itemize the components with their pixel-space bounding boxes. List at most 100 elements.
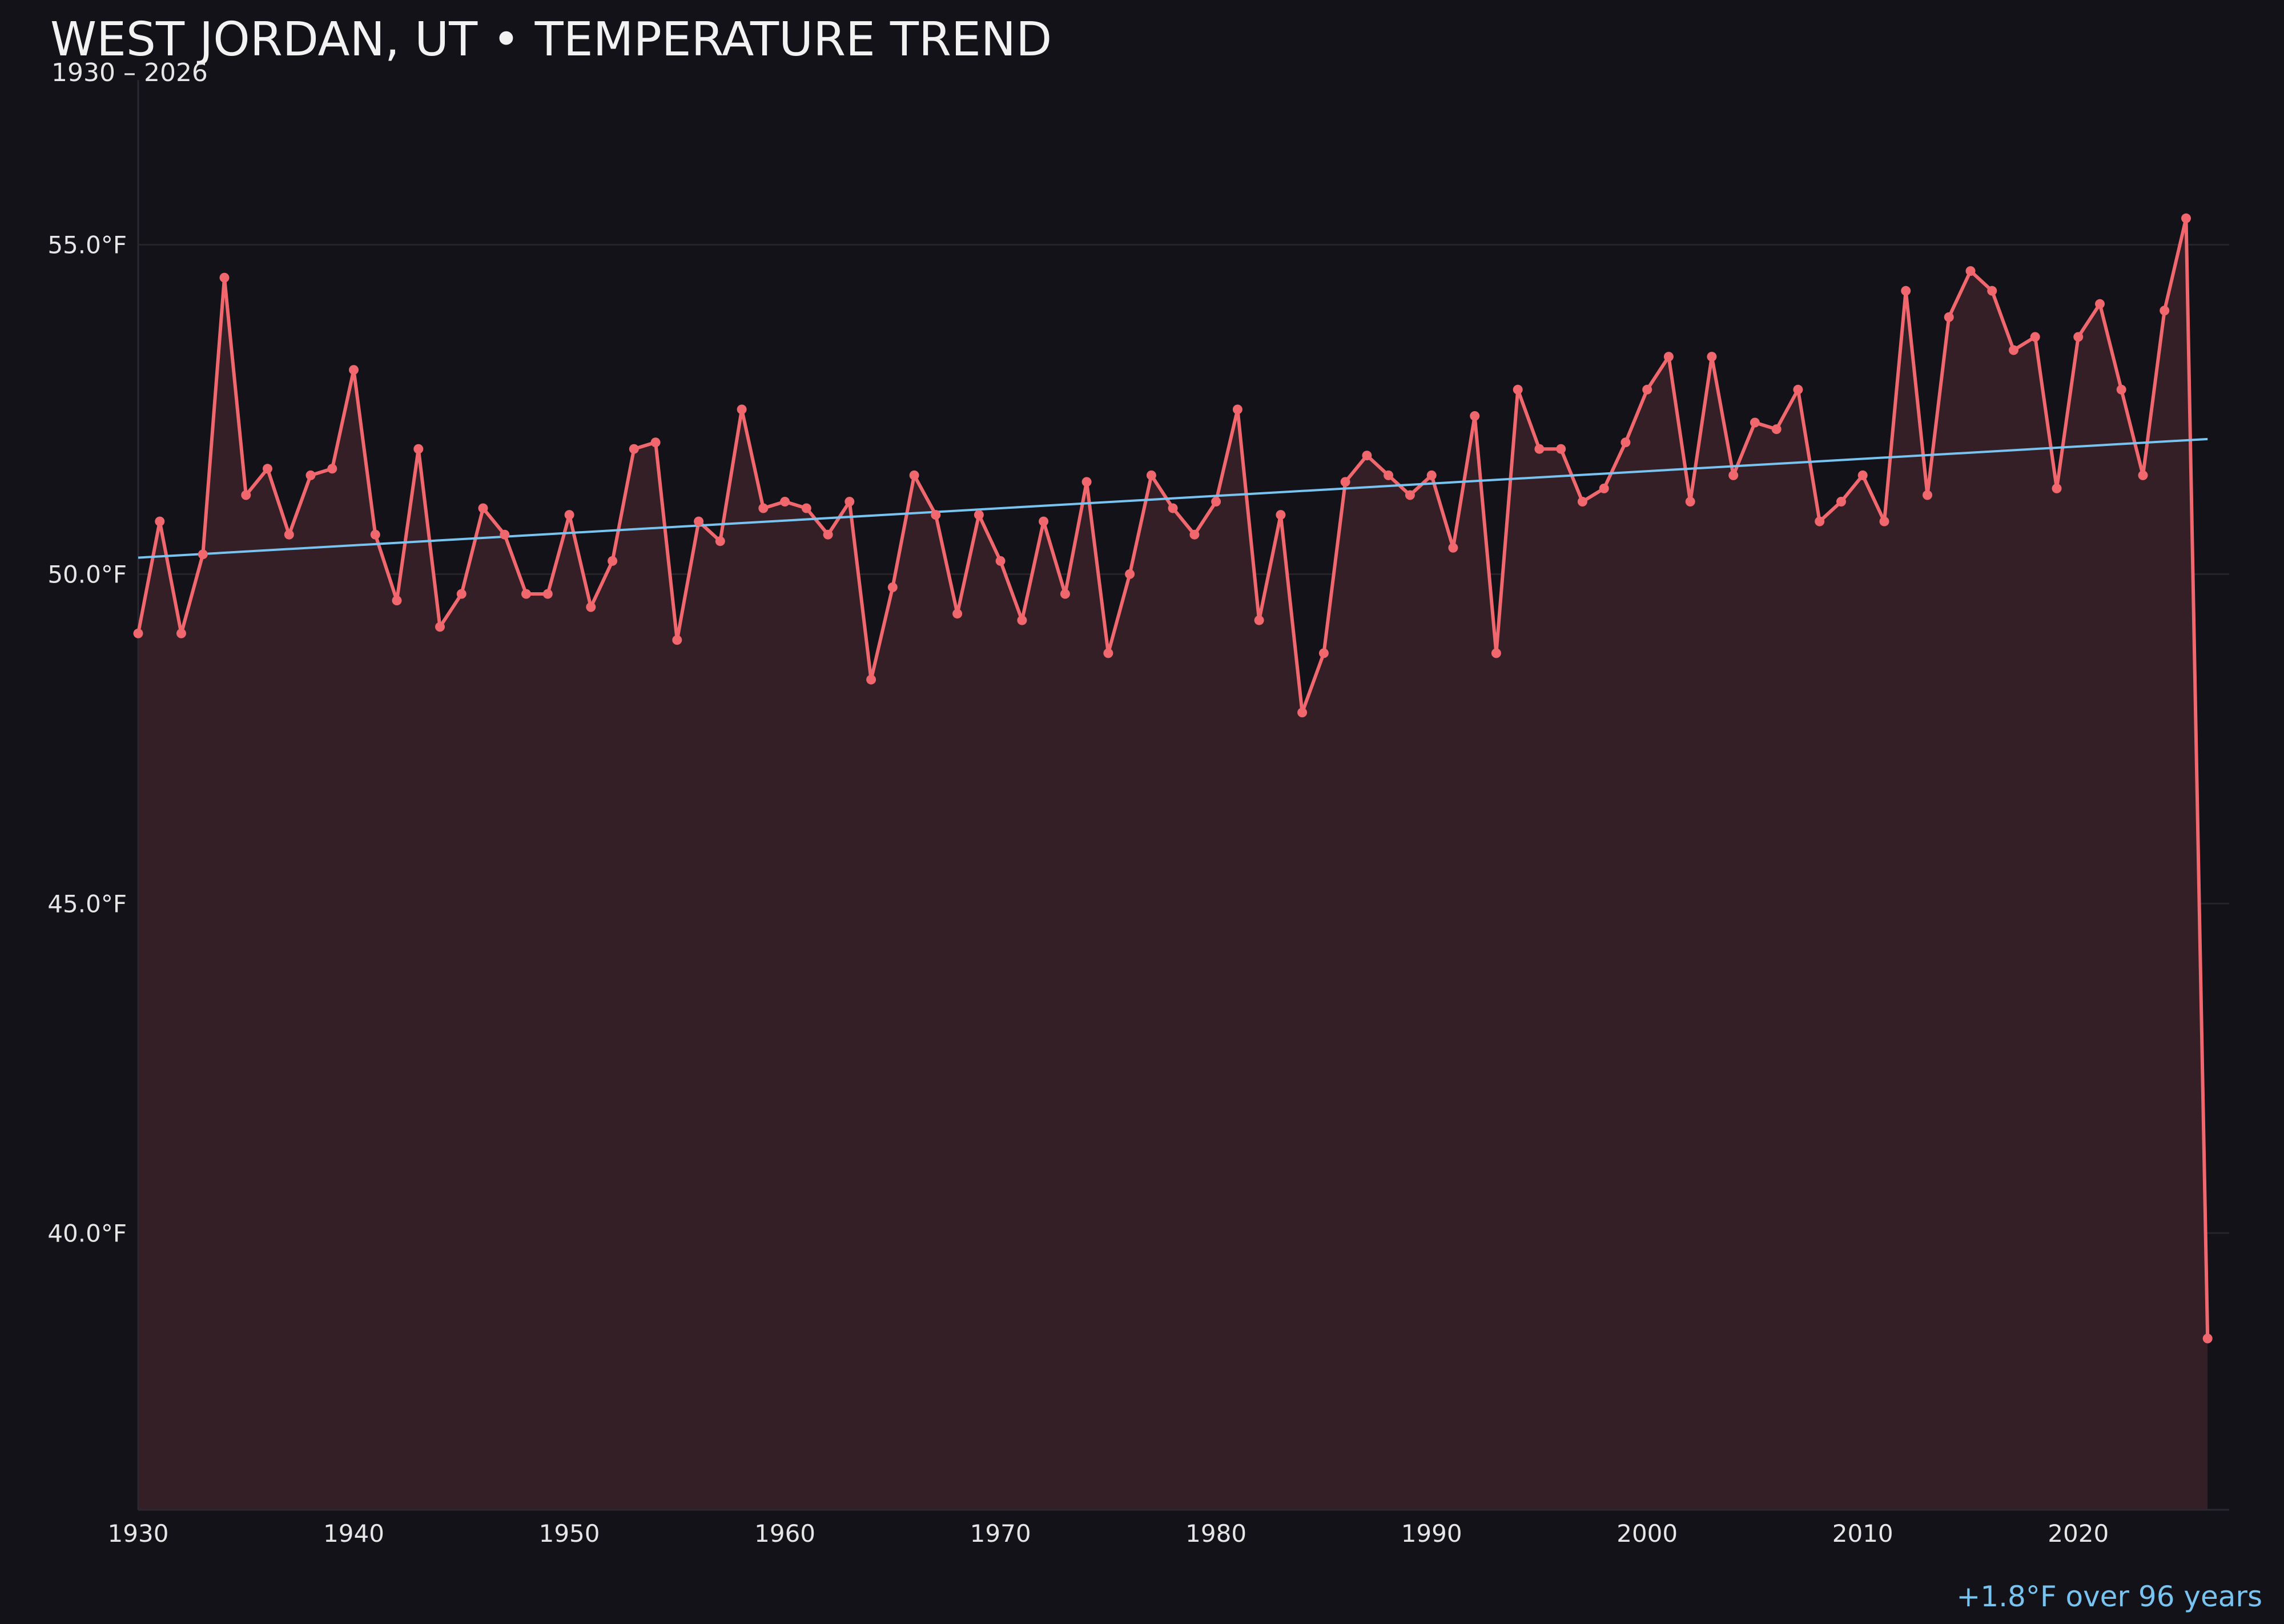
data-point bbox=[1534, 444, 1545, 454]
data-point bbox=[1405, 490, 1415, 500]
data-point bbox=[608, 556, 618, 566]
y-tick-label: 40.0°F bbox=[47, 1219, 127, 1247]
data-point bbox=[995, 556, 1006, 566]
data-point bbox=[1642, 384, 1652, 395]
data-point bbox=[284, 529, 294, 540]
data-point bbox=[931, 510, 941, 520]
data-point bbox=[2202, 1333, 2213, 1344]
data-point bbox=[219, 272, 230, 283]
data-point bbox=[866, 674, 876, 685]
data-point bbox=[1039, 516, 1049, 526]
data-point bbox=[952, 609, 963, 619]
y-tick-label: 55.0°F bbox=[47, 231, 127, 259]
data-point bbox=[1685, 497, 1695, 507]
data-point bbox=[521, 589, 531, 599]
data-point bbox=[1254, 615, 1264, 625]
data-point bbox=[176, 628, 186, 638]
data-point bbox=[1362, 451, 1372, 461]
data-point bbox=[241, 490, 251, 500]
data-point bbox=[542, 589, 553, 599]
chart-title: WEST JORDAN, UT • TEMPERATURE TREND bbox=[50, 13, 1052, 67]
data-point bbox=[909, 470, 919, 480]
data-point bbox=[2073, 332, 2084, 342]
area-fill bbox=[138, 218, 2208, 1510]
data-point bbox=[1965, 266, 1976, 276]
data-point bbox=[500, 529, 510, 540]
data-point bbox=[327, 464, 337, 474]
data-point bbox=[413, 444, 424, 454]
data-point bbox=[155, 516, 165, 526]
data-point bbox=[1081, 477, 1092, 487]
data-point bbox=[845, 497, 855, 507]
x-tick-label: 1990 bbox=[1401, 1520, 1462, 1547]
x-tick-label: 1950 bbox=[539, 1520, 600, 1547]
x-tick-label: 1980 bbox=[1185, 1520, 1246, 1547]
data-point bbox=[1103, 648, 1113, 658]
data-point bbox=[1987, 286, 1997, 296]
data-point bbox=[1340, 477, 1350, 487]
x-tick-label: 1970 bbox=[970, 1520, 1031, 1547]
x-tick-label: 2020 bbox=[2048, 1520, 2109, 1547]
data-point bbox=[780, 497, 790, 507]
data-point bbox=[2138, 470, 2148, 480]
x-tick-label: 1960 bbox=[754, 1520, 815, 1547]
data-point bbox=[2160, 305, 2170, 316]
data-point bbox=[2181, 213, 2191, 223]
data-point bbox=[2116, 384, 2126, 395]
data-point bbox=[823, 529, 833, 540]
data-point bbox=[1448, 542, 1458, 553]
data-point bbox=[478, 503, 488, 513]
trend-annotation: +1.8°F over 96 years bbox=[1956, 1580, 2262, 1613]
data-point bbox=[1491, 648, 1501, 658]
data-point bbox=[974, 510, 984, 520]
data-point bbox=[1750, 417, 1760, 428]
data-point bbox=[1276, 510, 1286, 520]
data-point bbox=[263, 464, 272, 474]
data-point bbox=[715, 536, 725, 546]
data-point bbox=[586, 602, 596, 612]
y-tick-labels: 40.0°F 45.0°F 50.0°F 55.0°F bbox=[47, 231, 127, 1247]
data-point bbox=[1470, 411, 1480, 421]
data-point bbox=[887, 582, 898, 592]
data-point bbox=[1793, 384, 1803, 395]
data-point bbox=[1297, 708, 1308, 718]
data-point bbox=[1017, 615, 1027, 625]
data-point bbox=[1146, 470, 1156, 480]
data-point bbox=[1728, 470, 1739, 480]
data-point bbox=[1384, 470, 1394, 480]
data-point bbox=[1232, 404, 1242, 415]
data-point bbox=[2052, 483, 2062, 493]
data-point bbox=[564, 510, 574, 520]
data-point bbox=[2030, 332, 2040, 342]
data-point bbox=[1060, 589, 1070, 599]
data-point bbox=[2095, 299, 2105, 309]
trend-line bbox=[138, 437, 2208, 559]
data-point bbox=[1815, 516, 1825, 526]
data-point bbox=[456, 589, 467, 599]
data-point bbox=[1836, 497, 1846, 507]
data-point bbox=[392, 596, 402, 606]
chart-subtitle: 1930 – 2026 bbox=[51, 58, 208, 87]
data-point bbox=[1513, 384, 1523, 395]
data-point bbox=[1901, 286, 1911, 296]
data-point bbox=[349, 365, 359, 375]
data-point bbox=[435, 622, 445, 632]
data-points bbox=[133, 213, 2213, 1344]
data-point bbox=[1857, 470, 1868, 480]
x-tick-label: 2000 bbox=[1617, 1520, 1678, 1547]
data-point bbox=[1556, 444, 1566, 454]
data-point bbox=[2009, 345, 2018, 355]
data-point bbox=[370, 529, 380, 540]
data-point bbox=[305, 470, 316, 480]
data-point bbox=[801, 503, 811, 513]
data-point bbox=[1707, 352, 1717, 362]
data-point bbox=[1189, 529, 1200, 540]
data-point bbox=[1663, 352, 1674, 362]
data-point bbox=[1125, 569, 1135, 579]
data-point bbox=[650, 437, 661, 448]
data-point bbox=[1426, 470, 1437, 480]
data-point bbox=[672, 635, 682, 645]
data-point bbox=[1599, 483, 1609, 493]
